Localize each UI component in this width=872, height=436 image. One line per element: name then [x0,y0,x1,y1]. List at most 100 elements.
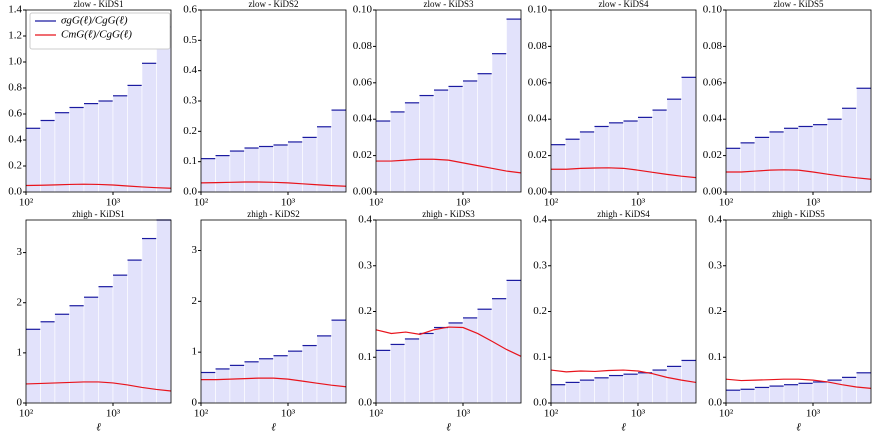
bar [769,131,785,193]
x-tick-label: 10³ [281,197,296,209]
x-tick-label: 10² [544,408,559,420]
bar [127,85,143,193]
panel-title: zhigh - KiDS3 [422,209,475,219]
panel-title: zhigh - KiDS4 [597,209,650,219]
x-tick-label: 10³ [806,197,821,209]
legend-label: CmG(ℓ)/CgG(ℓ) [61,29,132,41]
bar [740,142,756,193]
bar [725,148,741,193]
ratio-line [201,377,347,388]
bar [215,155,231,193]
y-tick-label: 0.10 [703,4,723,16]
bar [725,389,741,404]
bar [856,87,872,193]
x-tick-label: 10³ [106,408,121,420]
axes-frame [375,9,522,193]
bar [404,338,420,404]
y-tick-label: 2 [17,296,23,308]
panel-title: zlow - KiDS1 [74,0,124,9]
y-tick-label: 0.08 [703,40,723,52]
y-tick-label: 0.10 [353,4,373,16]
y-tick-label: 0.1 [183,155,197,167]
ratio-line [551,167,697,179]
ratio-line [25,183,172,189]
bar [404,102,420,193]
bar [200,372,216,404]
ratio-line [376,158,522,174]
bar [652,109,668,193]
bar [331,319,347,404]
ratio-line [200,181,347,187]
panel: zlow - KiDS1 0.0 0.2 0.4 0.6 0.8 1.0 1.2 1.4 10² 1… [8,0,172,209]
y-tick-label: 0.3 [358,259,372,271]
bar [40,120,56,193]
y-tick-label: 0.08 [353,40,373,52]
bar [273,144,289,193]
x-axis-label: ℓ [96,422,101,434]
bar [390,111,406,193]
axes-frame [25,219,172,404]
bar [258,146,274,193]
bar [812,124,828,193]
y-tick-label: 0.1 [358,351,372,363]
x-axis-label: ℓ [446,422,451,434]
axes-frame [725,9,872,193]
ratio-line [725,378,872,389]
bar [506,18,522,193]
panel: zlow - KiDS4 0.00 0.02 0.04 0.06 0.08 0.10 10² 1… [528,0,697,209]
bar [419,333,435,404]
y-tick-label: 0.3 [533,259,547,271]
bar [200,158,216,193]
bar [506,280,522,404]
y-tick-label: 0.0 [358,397,372,409]
y-tick-label: 0.2 [358,305,372,317]
bar [141,62,157,193]
y-tick-label: 0.04 [353,113,373,125]
ratio-line [550,369,697,384]
bar [375,120,391,193]
axes-frame [550,9,697,193]
bar [623,373,639,404]
y-tick-label: 0.3 [708,259,722,271]
x-tick-label: 10² [719,408,734,420]
bar [637,372,653,404]
y-tick-label: 0.4 [708,214,722,226]
y-tick-label: 0.06 [703,76,723,88]
ratio-line [375,326,522,357]
y-tick-label: 0.2 [708,305,722,317]
bar [666,366,682,404]
y-tick-label: 0.02 [353,149,372,161]
panel: zlow - KiDS5 0.00 0.02 0.04 0.06 0.08 0.10 10² 1… [703,0,872,209]
panel-title: zlow - KiDS3 [424,0,474,9]
bar [156,219,172,404]
panel-title: zhigh - KiDS5 [772,209,825,219]
bar [83,296,99,404]
panel: zhigh - KiDS1 0 1 2 3 10² 10³ ℓ [17,209,172,434]
panel: zhigh - KiDS2 0 1 2 3 10² 10³ ℓ [192,209,347,434]
panel: zlow - KiDS2 0.0 0.1 0.2 0.3 0.4 0.5 0.6 10² 10³ [183,0,347,209]
bar [477,73,493,193]
panel-title: zlow - KiDS4 [599,0,649,9]
y-tick-label: 0.08 [528,40,548,52]
bar [83,103,99,193]
legend-box [29,12,171,50]
y-tick-label: 0.06 [528,76,548,88]
ratio-line [726,169,872,180]
bar [40,321,56,404]
x-axis-label: ℓ [271,422,276,434]
bar [244,361,260,404]
bar [754,137,770,193]
bar [433,327,449,404]
bar [302,345,318,404]
bar [54,112,70,193]
panel: zhigh - KiDS3 0.0 0.1 0.2 0.3 0.4 10² 10³ ℓ [358,209,522,434]
bar [681,77,697,193]
y-tick-label: 0.3 [183,95,197,107]
y-tick-label: 0.4 [533,214,547,226]
panel-title: zlow - KiDS2 [249,0,299,9]
y-tick-label: 0.00 [528,186,548,198]
y-tick-label: 0.06 [353,76,373,88]
y-tick-label: 0.1 [708,351,722,363]
axes-frame [200,219,347,404]
